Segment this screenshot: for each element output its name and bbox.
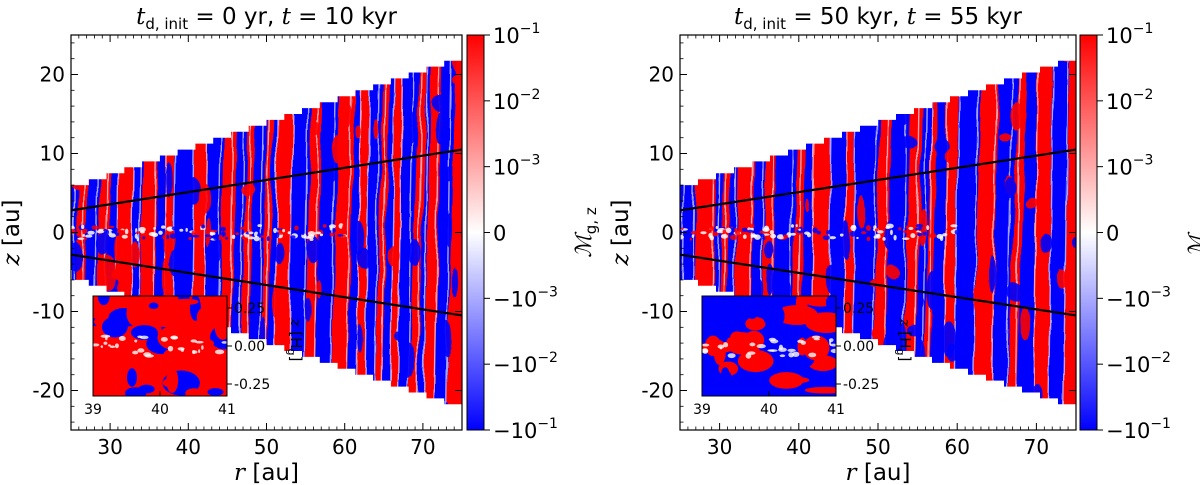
inset-y-tick-label: 0.00 (843, 339, 874, 355)
x-tick-label: 40 (176, 435, 201, 459)
x-tick-label: 50 (865, 435, 890, 459)
colorbar-tick-label: 0 (493, 222, 506, 246)
colorbar-tick-label: −10−2 (493, 350, 558, 377)
reference-line-1 (679, 148, 1077, 212)
x-tick-label: 60 (332, 435, 357, 459)
y-tick-label: 0 (661, 221, 674, 245)
y-tick-label: -20 (641, 379, 674, 403)
y-axis-label: z [au] (608, 199, 634, 266)
x-tick-label: 60 (944, 435, 969, 459)
inset-x-tick-label: 39 (693, 402, 711, 418)
x-tick-label: 40 (786, 435, 811, 459)
inset-y-label: z [Hg] (894, 318, 914, 362)
colorbar-label: ℳg, z (572, 207, 600, 258)
inset-x-tick-label: 40 (151, 402, 169, 418)
colorbar: 10−1 10−2 10−3 0 −10−3 −10−2 −10−1 ℳg, z (466, 21, 600, 443)
y-tick-label: -10 (32, 300, 65, 324)
colorbar-tick-label: −10−1 (1106, 416, 1171, 443)
colorbar-tick-label: −10−1 (493, 416, 558, 443)
inset-y-tick-label: 0.00 (234, 339, 265, 355)
panel-title: td, init = 50 kyr, t = 55 kyr (734, 4, 1023, 33)
inset-zoom: 39 40 41 0.25 0.00 -0.25 z [Hg] (693, 295, 914, 418)
colorbar-tick-label: 10−1 (493, 21, 540, 48)
x-tick-label: 70 (1024, 435, 1049, 459)
inset-y-label: z [Hg] (285, 318, 305, 362)
inset-x-tick-label: 41 (218, 402, 236, 418)
y-tick-label: -20 (32, 379, 65, 403)
reference-line-1 (70, 148, 463, 212)
inset-x-tick-label: 41 (827, 402, 845, 418)
y-tick-label: 20 (649, 63, 674, 87)
colorbar-tick-label: 10−3 (1106, 153, 1153, 180)
colorbar-tick-label: 10−2 (493, 87, 540, 114)
y-tick-label: 10 (649, 142, 674, 166)
reference-line-2 (679, 253, 1077, 317)
colorbar-tick-label: 10−1 (1106, 21, 1153, 48)
inset-y-tick-label: -0.25 (843, 377, 879, 393)
inset-y-tick-label: 0.25 (843, 301, 874, 317)
y-tick-label: 10 (40, 142, 65, 166)
panel-title: td, init = 0 yr, t = 10 kyr (136, 4, 397, 33)
colorbar: 10−1 10−2 10−3 0 −10−3 −10−2 −10−1 ℳg, z (1079, 21, 1200, 443)
colorbar-tick-label: 10−3 (493, 153, 540, 180)
inset-zoom: 39 40 41 0.25 0.00 -0.25 z [Hg] (84, 295, 305, 418)
colorbar-tick-label: −10−3 (493, 284, 558, 311)
x-tick-label: 30 (97, 435, 122, 459)
colorbar-gradient (466, 34, 485, 431)
x-tick-label: 50 (254, 435, 279, 459)
y-tick-label: 20 (40, 63, 65, 87)
x-tick-label: 30 (707, 435, 732, 459)
colorbar-tick-label: −10−3 (1106, 284, 1171, 311)
colorbar-gradient (1079, 34, 1098, 431)
y-axis-label: z [au] (0, 199, 25, 266)
colorbar-label: ℳg, z (1185, 207, 1200, 258)
inset-y-tick-label: 0.25 (234, 301, 265, 317)
x-tick-label: 70 (410, 435, 435, 459)
y-tick-label: 0 (52, 221, 65, 245)
colorbar-tick-label: 10−2 (1106, 87, 1153, 114)
panel-1: 30 40 50 60 70 20 10 0 -10 -20 td, init = 0 yr, t … (0, 4, 600, 485)
inset-x-tick-label: 39 (84, 402, 102, 418)
reference-line-2 (70, 253, 463, 317)
colorbar-tick-label: −10−2 (1106, 350, 1171, 377)
colorbar-tick-label: 0 (1106, 222, 1119, 246)
panel-2: 30 40 50 60 70 20 10 0 -10 -20 td, init = 50 kyr, … (608, 4, 1200, 485)
x-axis-label: r [au] (846, 460, 911, 485)
y-tick-label: -10 (641, 300, 674, 324)
x-axis-label: r [au] (234, 460, 299, 485)
inset-x-tick-label: 40 (760, 402, 778, 418)
inset-y-tick-label: -0.25 (234, 377, 270, 393)
